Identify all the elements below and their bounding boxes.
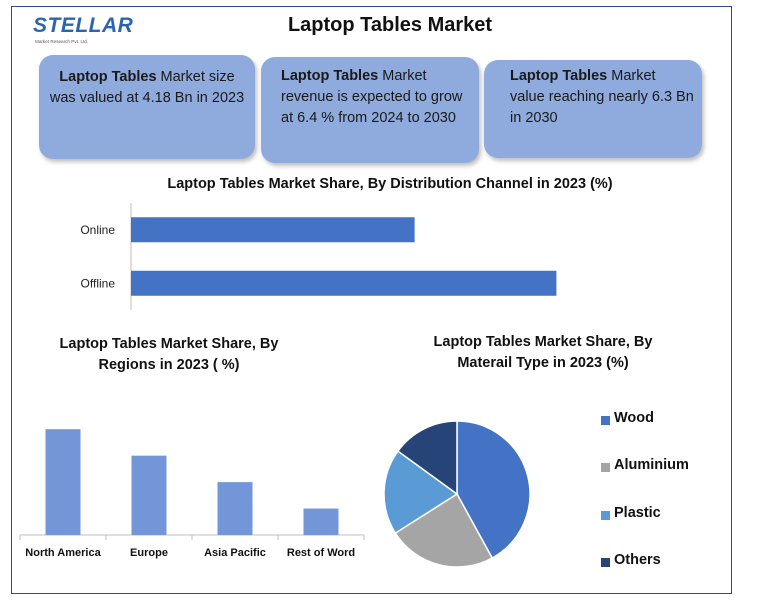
logo-subtext: Market Research Pvt. Ltd. (35, 39, 89, 44)
legend-swatch (601, 463, 610, 472)
category-label-rest-of-word: Rest of Word (287, 547, 355, 559)
stellar-logo: STELLAR Market Research Pvt. Ltd. (33, 12, 133, 50)
distribution-chart-title: Laptop Tables Market Share, By Distribut… (167, 176, 613, 192)
category-label-europe: Europe (130, 547, 168, 559)
category-label-asia-pacific: Asia Pacific (204, 547, 266, 559)
legend-label: Others (614, 552, 661, 568)
legend-label: Plastic (614, 505, 661, 521)
region-chart-title: Laptop Tables Market Share, By Regions i… (59, 336, 279, 373)
legend-label: Aluminium (614, 457, 689, 473)
bar-online (131, 217, 415, 243)
card-bold-label: Laptop Tables (510, 68, 608, 84)
card-text: Market size was valued at 4.18 Bn in 202… (49, 69, 245, 106)
category-label-online: Online (80, 223, 115, 237)
summary-card-forecast: Laptop Tables Market value reaching near… (484, 60, 702, 158)
bar-asia-pacific (217, 482, 253, 535)
page-title: Laptop Tables Market (287, 14, 493, 36)
pie-slice-wood (456, 420, 531, 559)
card-text: Market value reaching nearly 6.3 Bn in 2… (510, 68, 694, 126)
pie-slice-plastic (383, 450, 459, 535)
card-bold-label: Laptop Tables (281, 68, 379, 84)
legend-swatch (601, 511, 610, 520)
category-label-offline: Offline (81, 276, 116, 290)
category-label-north-america: North America (25, 547, 101, 559)
summary-card-market-size: Laptop Tables Market size was valued at … (39, 55, 255, 159)
card-bold-label: Laptop Tables (59, 69, 157, 85)
card-text: Market revenue is expected to grow at 6.… (281, 68, 463, 126)
logo-text: STELLAR (33, 14, 134, 37)
pie-slice-others (396, 420, 458, 496)
bar-north-america (45, 429, 81, 535)
legend-swatch (601, 558, 610, 567)
summary-card-growth: Laptop Tables Market revenue is expected… (261, 57, 479, 163)
legend-label: Wood (614, 410, 654, 426)
bar-rest-of-word (303, 508, 339, 535)
bar-offline (131, 270, 557, 296)
pie-slice-aluminium (394, 492, 494, 568)
material-chart-title: Laptop Tables Market Share, By Materail … (433, 334, 653, 371)
legend-swatch (601, 416, 610, 425)
bar-europe (131, 455, 167, 535)
